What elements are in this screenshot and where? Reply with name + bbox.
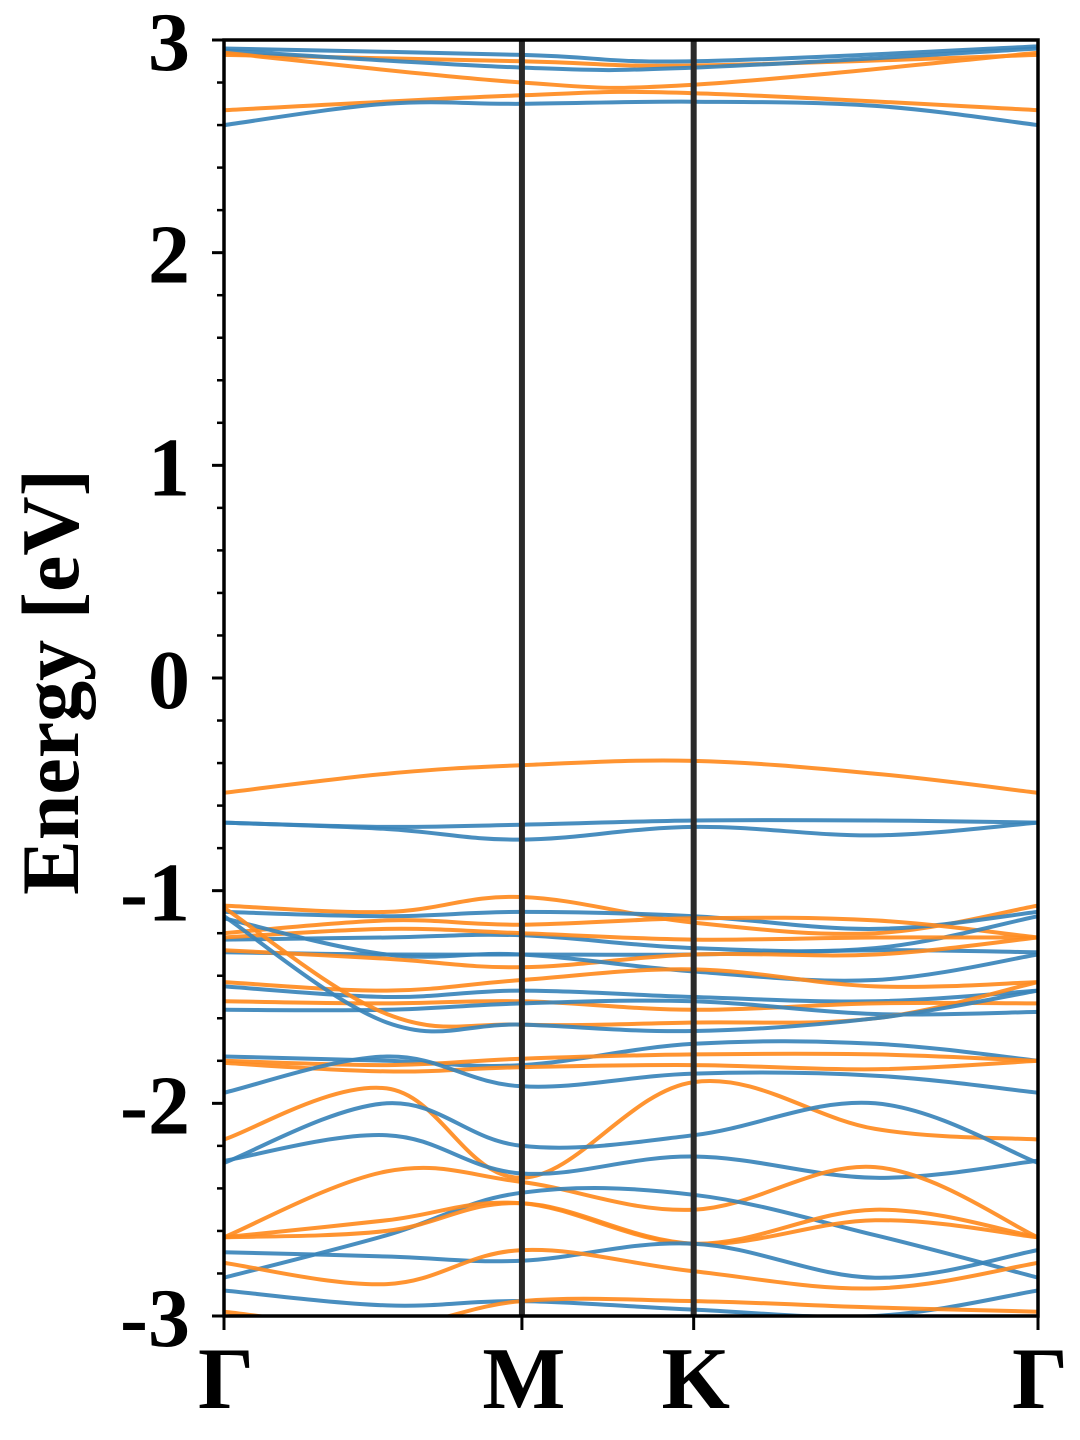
x-tick-label-Γ: Γ xyxy=(1012,1331,1068,1428)
x-tick-label-Γ: Γ xyxy=(198,1331,254,1428)
band-blue-29 xyxy=(224,1133,1038,1180)
band-blue-2 xyxy=(224,46,1038,73)
band-orange-37 xyxy=(224,1296,1038,1316)
band-orange-15 xyxy=(224,935,1038,970)
y-axis-label: Energy [eV] xyxy=(5,469,96,895)
band-orange-25 xyxy=(224,1058,1038,1074)
y-axis-ticks: -3 -2 -1 0 1 2 3 xyxy=(120,0,224,1365)
y-tick-label: 1 xyxy=(148,421,190,514)
band-orange-33 xyxy=(224,1201,1038,1246)
band-blue-31 xyxy=(224,1186,1038,1280)
y-tick-label: 3 xyxy=(148,0,190,89)
y-tick-label: -1 xyxy=(120,847,190,940)
band-blue-5 xyxy=(224,99,1038,128)
band-orange-30 xyxy=(224,1164,1038,1240)
band-blue-10 xyxy=(224,909,1038,931)
axes-border xyxy=(222,38,1040,1318)
k-path-lines xyxy=(518,40,697,1316)
band-orange-6 xyxy=(224,758,1038,795)
band-orange-9 xyxy=(224,894,1038,936)
band-blue-8 xyxy=(224,820,1038,842)
band-blue-14 xyxy=(224,948,1038,957)
y-tick-label: 0 xyxy=(148,634,190,727)
band-blue-12 xyxy=(224,914,1038,954)
band-orange-11 xyxy=(224,915,1038,940)
band-orange-13 xyxy=(224,926,1038,942)
band-blue-28 xyxy=(224,1100,1038,1165)
band-blue-34 xyxy=(224,1241,1038,1280)
band-blue-16 xyxy=(224,916,1038,983)
y-tick-label: -2 xyxy=(120,1059,190,1152)
band-orange-24 xyxy=(224,1051,1038,1068)
x-tick-label-M: M xyxy=(482,1331,565,1428)
band-orange-19 xyxy=(224,999,1038,1012)
band-blue-36 xyxy=(224,1288,1038,1316)
plot-frame xyxy=(222,38,1040,1318)
band-blue-22 xyxy=(224,914,1038,1034)
band-orange-35 xyxy=(224,1247,1038,1291)
band-orange-4 xyxy=(224,89,1038,113)
band-blue-26 xyxy=(224,1054,1038,1095)
y-tick-label: -3 xyxy=(120,1272,190,1365)
band-orange-27 xyxy=(224,1079,1038,1180)
band-blue-23 xyxy=(224,1039,1038,1068)
bands-group xyxy=(224,44,1038,1316)
x-tick-label-K: K xyxy=(661,1331,729,1428)
band-orange-17 xyxy=(224,967,1038,993)
band-orange-3 xyxy=(224,50,1038,90)
y-tick-label: 2 xyxy=(148,209,190,302)
band-blue-18 xyxy=(224,984,1038,1004)
band-blue-0 xyxy=(224,44,1038,64)
